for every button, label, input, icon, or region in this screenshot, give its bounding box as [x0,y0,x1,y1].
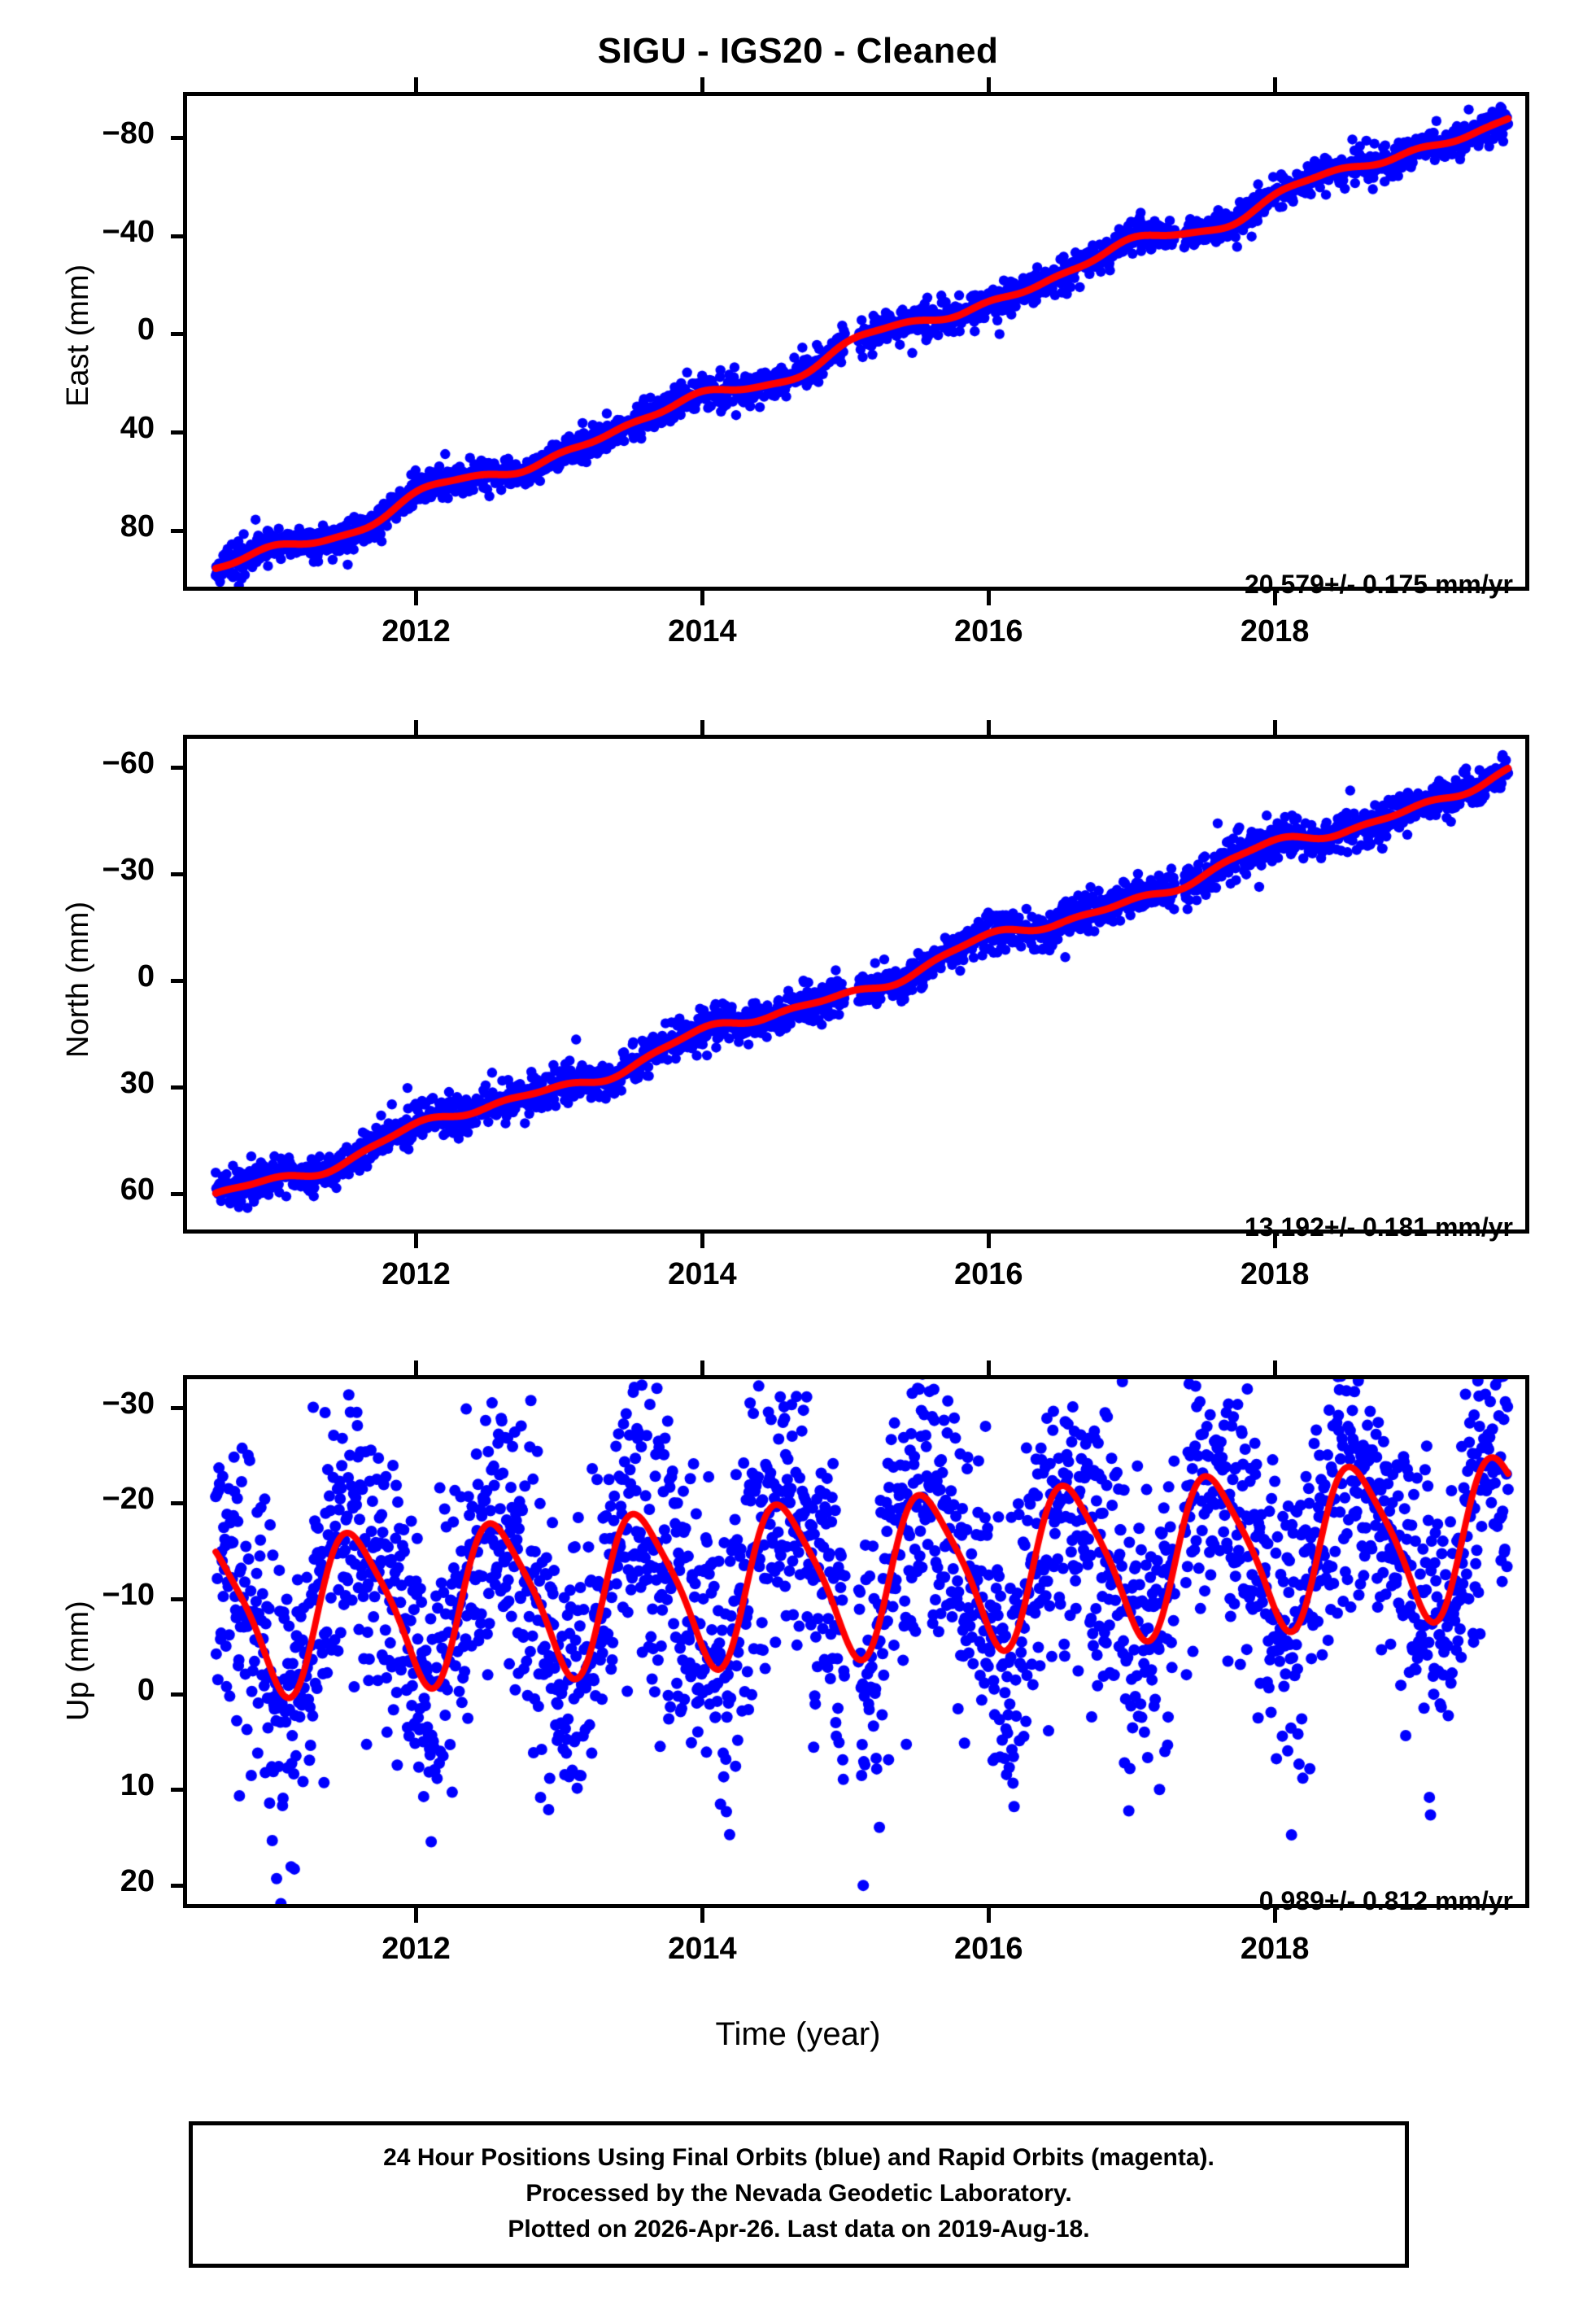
x-tick-label-north-0: 2012 [382,1257,451,1291]
x-tick-label-up-2: 2016 [953,1932,1023,1966]
y-tick-label-north-2: 0 [137,959,155,994]
y-tick-label-north-0: 60 [120,1173,155,1208]
x-tick-mark-north-1 [700,1234,705,1248]
plot-canvas-up [187,1379,1525,1904]
y-tick-label-up-0: 20 [120,1863,155,1898]
y-tick-mark-north-4 [171,765,185,770]
x-tick-mark-top-east-1 [700,77,705,92]
y-tick-label-east-1: 40 [120,411,155,446]
rate-annotation-north: 13.192+/- 0.181 mm/yr [1244,1212,1513,1242]
y-tick-label-east-2: 0 [137,312,155,347]
y-tick-label-up-5: −30 [102,1387,155,1422]
y-tick-label-north-4: −60 [102,745,155,780]
y-tick-label-east-3: −40 [102,214,155,249]
x-tick-mark-east-2 [987,591,992,605]
rate-annotation-up: 0.989+/- 0.812 mm/yr [1258,1886,1513,1915]
footer-line-1: 24 Hour Positions Using Final Orbits (bl… [383,2144,1214,2171]
x-tick-label-east-2: 2016 [953,614,1023,649]
x-tick-mark-north-2 [987,1234,992,1248]
y-tick-label-up-4: −20 [102,1482,155,1517]
y-tick-mark-up-3 [171,1596,185,1601]
footer-line-3: Plotted on 2026-Apr-26. Last data on 201… [508,2216,1090,2243]
footer-box: 24 Hour Positions Using Final Orbits (bl… [189,2121,1409,2268]
x-tick-mark-top-north-2 [987,720,992,735]
plot-canvas-east [187,96,1525,587]
x-tick-mark-north-0 [414,1234,419,1248]
x-tick-mark-east-0 [414,591,419,605]
x-tick-mark-top-north-1 [700,720,705,735]
x-tick-label-up-1: 2014 [668,1932,737,1966]
y-tick-label-up-1: 10 [120,1768,155,1803]
x-tick-mark-top-north-3 [1273,720,1278,735]
y-tick-label-north-3: −30 [102,853,155,888]
x-tick-mark-east-3 [1273,591,1278,605]
x-tick-mark-top-east-3 [1273,77,1278,92]
y-tick-mark-east-1 [171,430,185,435]
y-tick-mark-up-0 [171,1883,185,1888]
x-tick-mark-top-up-0 [414,1360,419,1375]
x-tick-mark-top-up-3 [1273,1360,1278,1375]
x-tick-mark-up-1 [700,1908,705,1923]
footer-line-2: Processed by the Nevada Geodetic Laborat… [525,2180,1072,2207]
y-tick-mark-north-1 [171,1085,185,1090]
x-tick-mark-top-east-2 [987,77,992,92]
x-tick-label-north-2: 2016 [953,1257,1023,1291]
x-tick-label-north-3: 2018 [1240,1257,1310,1291]
plot-canvas-north [187,739,1525,1229]
x-tick-mark-up-3 [1273,1908,1278,1923]
y-tick-label-east-4: −80 [102,116,155,151]
y-tick-label-east-0: 80 [120,509,155,544]
y-tick-label-up-2: 0 [137,1673,155,1707]
x-tick-label-east-0: 2012 [382,614,451,649]
x-tick-label-up-3: 2018 [1240,1932,1310,1966]
y-tick-mark-east-2 [171,332,185,337]
x-tick-label-east-1: 2014 [668,614,737,649]
y-tick-mark-up-5 [171,1406,185,1411]
plot-area-north[interactable] [183,735,1529,1234]
y-tick-mark-up-1 [171,1788,185,1793]
x-tick-mark-up-2 [987,1908,992,1923]
y-tick-mark-up-2 [171,1692,185,1697]
plot-area-up[interactable] [183,1375,1529,1908]
page-title: SIGU - IGS20 - Cleaned [597,31,999,71]
x-axis-label: Time (year) [715,2016,881,2052]
y-tick-mark-east-4 [171,136,185,141]
y-tick-label-north-1: 30 [120,1066,155,1101]
rate-annotation-east: 20.579+/- 0.175 mm/yr [1244,570,1513,599]
x-tick-mark-top-up-1 [700,1360,705,1375]
x-tick-mark-top-east-0 [414,77,419,92]
x-tick-label-east-3: 2018 [1240,614,1310,649]
y-tick-mark-north-0 [171,1192,185,1197]
x-tick-mark-north-3 [1273,1234,1278,1248]
y-tick-mark-east-3 [171,234,185,238]
y-tick-label-up-3: −10 [102,1577,155,1612]
x-tick-mark-top-north-0 [414,720,419,735]
x-tick-mark-up-0 [414,1908,419,1923]
y-tick-mark-east-0 [171,528,185,533]
y-tick-mark-north-2 [171,979,185,984]
y-tick-mark-up-4 [171,1501,185,1506]
y-tick-mark-north-3 [171,872,185,877]
x-tick-mark-east-1 [700,591,705,605]
x-tick-label-north-1: 2014 [668,1257,737,1291]
x-tick-label-up-0: 2012 [382,1932,451,1966]
plot-area-east[interactable] [183,92,1529,591]
x-tick-mark-top-up-2 [987,1360,992,1375]
